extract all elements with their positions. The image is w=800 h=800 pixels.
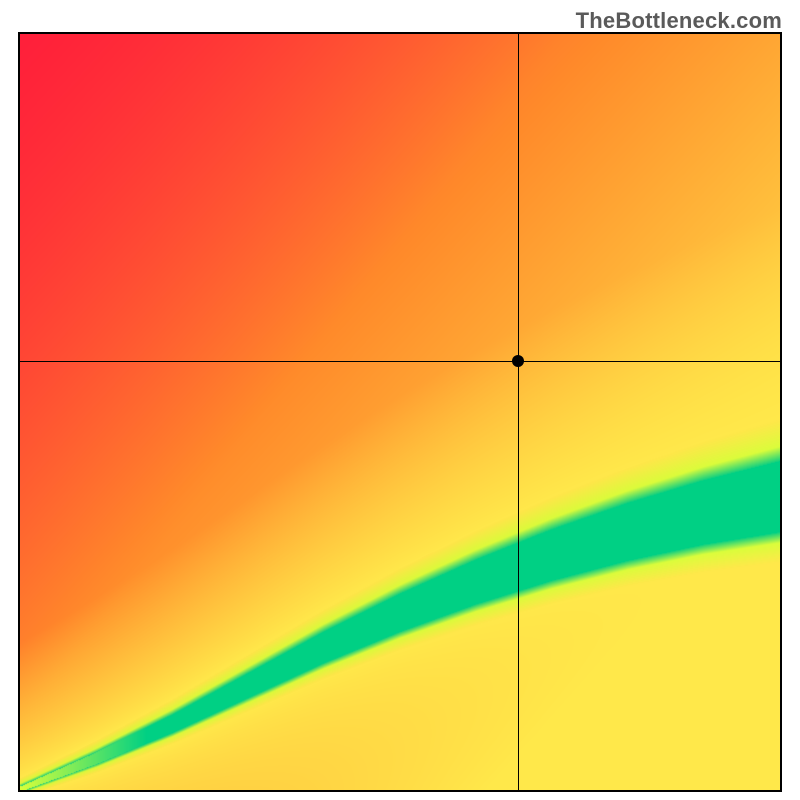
crosshair-horizontal <box>20 361 780 362</box>
heatmap-chart <box>18 32 782 792</box>
crosshair-marker <box>512 355 524 367</box>
heatmap-canvas <box>20 34 780 790</box>
watermark-text: TheBottleneck.com <box>576 8 782 34</box>
crosshair-vertical <box>518 34 519 790</box>
